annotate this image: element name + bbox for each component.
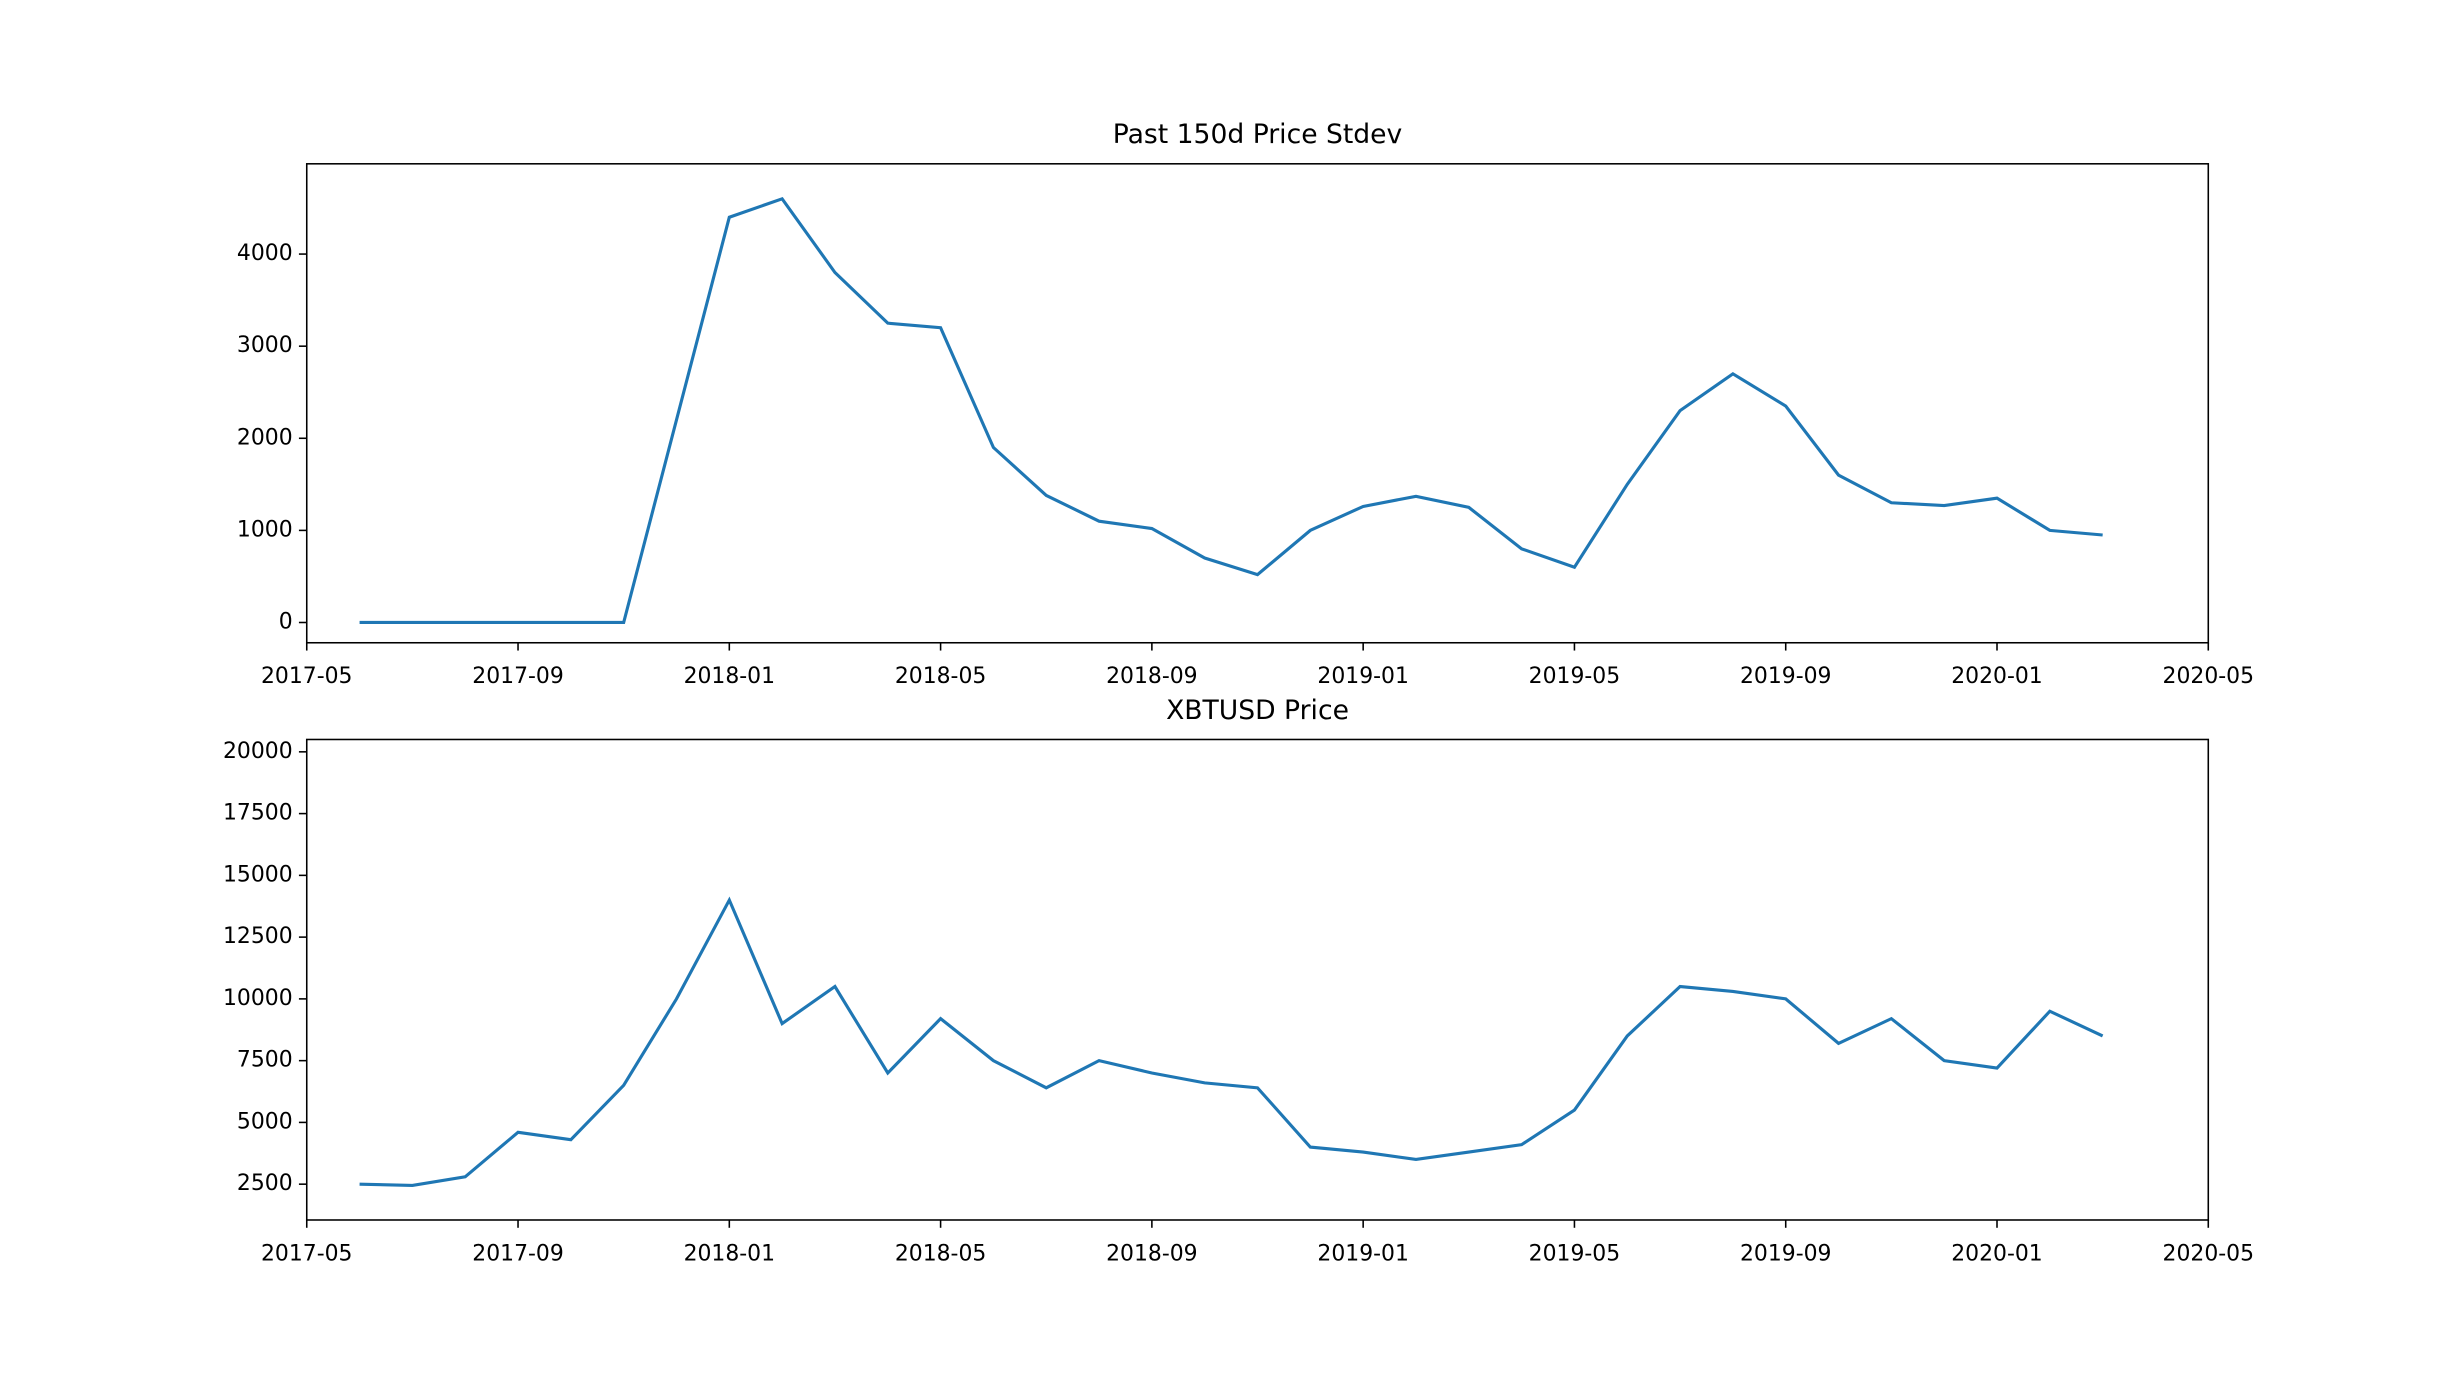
y-tick-label: 2500 xyxy=(237,1171,293,1196)
line xyxy=(359,196,2103,625)
x-tick-label: 2018-09 xyxy=(1106,1241,1197,1266)
chart-title: Past 150d Price Stdev xyxy=(1113,119,1403,150)
y-tick-label: 12500 xyxy=(223,924,293,949)
x-tick-label: 2018-01 xyxy=(684,1241,775,1266)
x-tick-label: 2018-05 xyxy=(895,1241,986,1266)
x-tick-label: 2017-05 xyxy=(261,1241,352,1266)
y-tick-label: 10000 xyxy=(223,986,293,1011)
plot-frame xyxy=(305,738,2210,1221)
y-tick-label: 3000 xyxy=(237,333,293,358)
x-tick-label: 2017-05 xyxy=(261,664,352,689)
y-tick-label: 17500 xyxy=(223,801,293,826)
y-tick-label: 4000 xyxy=(237,241,293,266)
y-tick-label: 20000 xyxy=(223,739,293,764)
x-tick-label: 2019-05 xyxy=(1529,664,1620,689)
x-tick-label: 2017-09 xyxy=(472,664,563,689)
x-tick-label: 2018-09 xyxy=(1106,664,1197,689)
x-tick-label: 2019-01 xyxy=(1317,664,1408,689)
x-tick-label: 2017-09 xyxy=(472,1241,563,1266)
y-tick-label: 2000 xyxy=(237,425,293,450)
y-tick-label: 5000 xyxy=(237,1109,293,1134)
x-tick-label: 2018-01 xyxy=(684,664,775,689)
x-tick-label: 2020-05 xyxy=(2163,1241,2254,1266)
x-tick-label: 2019-01 xyxy=(1317,1241,1408,1266)
x-tick-label: 2019-09 xyxy=(1740,1241,1831,1266)
line xyxy=(359,896,2104,1187)
x-tick-label: 2020-01 xyxy=(1951,1241,2042,1266)
x-tick-label: 2018-05 xyxy=(895,664,986,689)
y-tick-label: 7500 xyxy=(237,1048,293,1073)
chart-title: XBTUSD Price xyxy=(1166,695,1349,726)
x-tick-label: 2020-01 xyxy=(1951,664,2042,689)
x-tick-label: 2019-09 xyxy=(1740,664,1831,689)
y-tick-label: 15000 xyxy=(223,862,293,887)
plot-frame xyxy=(305,163,2210,644)
y-tick-label: 1000 xyxy=(237,517,293,542)
y-tick-label: 0 xyxy=(279,610,293,635)
x-tick-label: 2020-05 xyxy=(2163,664,2254,689)
x-tick-label: 2019-05 xyxy=(1529,1241,1620,1266)
